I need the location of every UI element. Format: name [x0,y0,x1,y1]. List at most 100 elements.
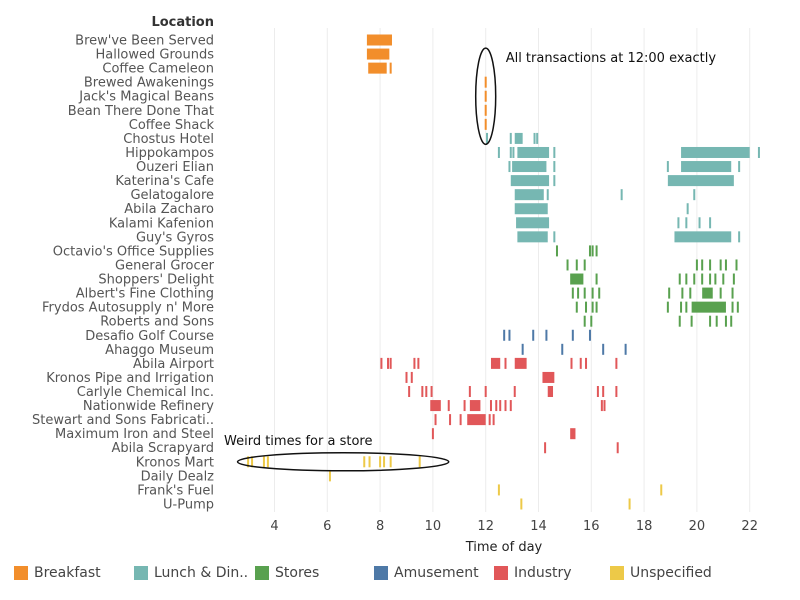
location-label-general-grocer: General Grocer [115,258,215,273]
location-label-kronos-pipe-and-irrigation: Kronos Pipe and Irrigation [46,371,214,386]
location-label-carlyle-chemical-inc: Carlyle Chemical Inc. [77,385,214,400]
transaction-mark [383,456,386,468]
transaction-mark [328,470,331,482]
transaction-mark [484,118,487,130]
legend-item-industry[interactable]: Industry [494,565,572,581]
transaction-mark [588,329,591,341]
location-label-kalami-kafenion: Kalami Kafenion [109,216,214,231]
transaction-mark [484,90,487,102]
location-label-roberts-and-sons: Roberts and Sons [100,315,214,330]
location-label-stewart-and-sons-fabricati: Stewart and Sons Fabricati.. [32,413,214,428]
transaction-mark [486,132,489,144]
location-label-chostus-hotel: Chostus Hotel [123,132,214,147]
transaction-mark [553,161,556,173]
legend-swatch [14,566,28,580]
transaction-mark [709,315,712,327]
span-mark [512,161,547,173]
transaction-mark [389,62,392,74]
transaction-mark [591,245,594,257]
transaction-mark [555,245,558,257]
row-marks-brewed-awakenings [484,76,487,88]
transaction-mark [685,301,688,313]
row-marks-gelatogalore [514,189,696,201]
legend-swatch [494,566,508,580]
transaction-mark [497,146,500,158]
transaction-mark [736,301,739,313]
row-marks-katerina-s-cafe [510,175,734,187]
transaction-mark [421,386,424,397]
span-mark [366,34,392,46]
location-label-ouzeri-elian: Ouzeri Elian [136,160,214,175]
transaction-mark [722,273,725,285]
transaction-mark [689,287,692,299]
row-marks-frydos-autosupply-n-more [575,301,739,313]
transaction-mark [389,456,392,468]
transaction-mark [678,315,681,327]
row-marks-maximum-iron-and-steel [431,428,576,440]
transaction-mark [408,386,411,397]
row-marks-octavio-s-office-supplies [555,245,598,257]
marks [247,34,760,510]
transaction-mark [591,287,594,299]
legend-item-stores[interactable]: Stores [255,565,319,581]
transaction-mark [668,287,671,299]
location-label-abila-scrapyard: Abila Scrapyard [112,441,214,456]
row-marks-hallowed-grounds [366,48,390,60]
transaction-mark [536,132,539,144]
row-marks-chostus-hotel [486,132,539,144]
transaction-mark [459,414,462,426]
span-mark [469,400,481,412]
row-marks-nationwide-refinery [430,400,606,412]
transaction-mark [709,273,712,285]
annotation-text-noon: All transactions at 12:00 exactly [506,51,717,66]
transaction-mark [508,329,511,341]
transaction-mark [677,217,680,229]
row-marks-ouzeri-elian [508,161,741,173]
transaction-mark [575,301,578,313]
row-marks-kronos-pipe-and-irrigation [405,371,555,383]
row-marks-shoppers-delight [570,273,735,285]
row-marks-abila-scrapyard [544,442,619,454]
span-mark [542,371,555,383]
legend-item-unspecified[interactable]: Unspecified [610,565,712,581]
legend-item-breakfast[interactable]: Breakfast [14,565,101,581]
legend-item-lunch[interactable]: Lunch & Din.. [134,565,248,581]
row-marks-coffee-cameleon [368,62,392,74]
transaction-mark [571,287,574,299]
transaction-mark [492,414,495,426]
transaction-mark [709,259,712,271]
row-marks-brew-ve-been-served [366,34,392,46]
span-mark [702,287,713,299]
transaction-mark [738,161,741,173]
legend-label: Breakfast [34,565,101,581]
location-label-shoppers-delight: Shoppers' Delight [98,273,214,288]
transaction-mark [624,343,627,355]
transaction-mark [666,161,669,173]
location-label-daily-dealz: Daily Dealz [141,469,215,484]
location-label-octavio-s-office-supplies: Octavio's Office Supplies [53,244,214,259]
transaction-mark [577,287,580,299]
transaction-mark [247,456,250,468]
span-mark [490,357,501,369]
span-mark [368,62,387,74]
span-mark [681,146,750,158]
transaction-mark [484,104,487,116]
transaction-mark [509,400,512,412]
transaction-mark [425,386,428,397]
row-marks-jack-s-magical-beans [484,90,487,102]
transaction-mark [620,189,623,201]
transaction-mark [666,301,669,313]
legend-swatch [255,566,269,580]
x-tick-label-22: 22 [741,519,758,534]
transaction-mark [735,259,738,271]
transaction-mark [499,400,502,412]
transaction-mark [598,287,601,299]
transaction-mark [512,146,515,158]
location-label-nationwide-refinery: Nationwide Refinery [83,399,214,414]
row-marks-frank-s-fuel [497,484,663,496]
row-marks-carlyle-chemical-inc [408,386,618,397]
legend-item-amusement[interactable]: Amusement [374,565,479,581]
transaction-mark [418,456,421,468]
location-label-ahaggo-museum: Ahaggo Museum [105,343,214,358]
x-tick-label-20: 20 [689,519,706,534]
